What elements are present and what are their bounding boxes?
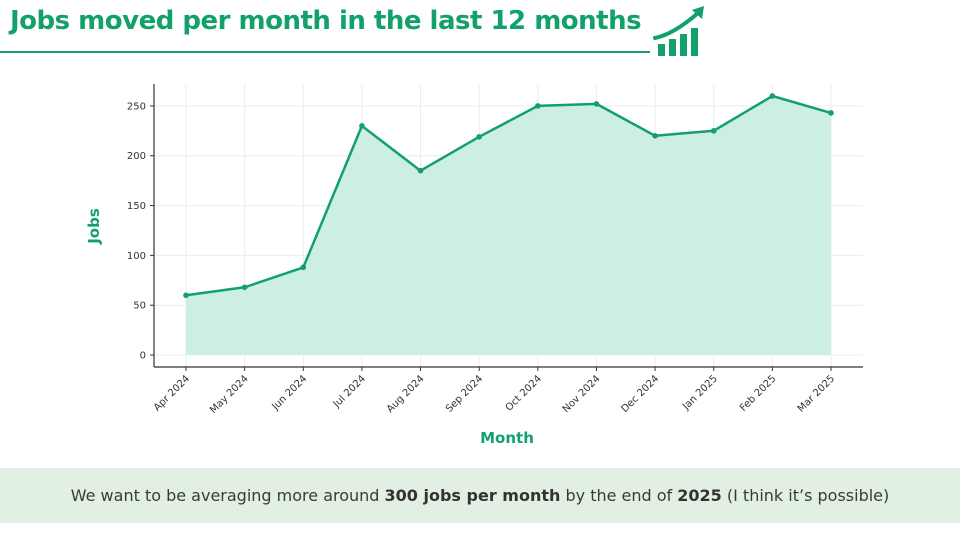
y-tick-label: 100 [127, 251, 146, 262]
data-point [476, 134, 482, 140]
title-underline [0, 51, 650, 53]
data-point [183, 292, 189, 299]
x-tick-label: Jan 2025 [680, 373, 720, 413]
x-tick-labels: Apr 2024 May 2024 Jun 2024 Jul 2024 Aug 2024… [152, 367, 837, 416]
x-tick-label: Feb 2025 [738, 373, 779, 414]
data-point [300, 264, 307, 271]
data-point [828, 110, 834, 116]
x-tick-label: Jun 2024 [270, 373, 310, 413]
jobs-chart: 0 50 100 150 200 250 Apr 2024 May 2024 Jun 2024… [85, 84, 863, 447]
data-point [652, 133, 658, 139]
series-line [185, 94, 832, 297]
data-points [183, 93, 834, 299]
footer-text-prefix: We want to be averaging more around [70, 486, 385, 505]
x-tick-label: Oct 2024 [504, 373, 544, 413]
data-point [593, 101, 600, 107]
x-tick-label: Mar 2025 [796, 373, 837, 414]
data-point [535, 103, 541, 109]
y-tick-label: 50 [133, 301, 146, 312]
y-tick-label: 200 [127, 151, 146, 162]
y-tick-label: 150 [127, 201, 146, 212]
data-point [769, 93, 776, 99]
x-tick-label: Nov 2024 [561, 373, 603, 415]
footer-bold-year: 2025 [677, 486, 722, 505]
x-tick-label: Jul 2024 [331, 373, 368, 410]
x-tick-label: Dec 2024 [620, 373, 662, 415]
x-tick-label: May 2024 [208, 373, 251, 416]
data-point [710, 128, 717, 134]
y-tick-label: 250 [127, 101, 146, 112]
x-axis-title: Month [480, 429, 534, 447]
footer-note: We want to be averaging more around 300 … [0, 468, 960, 523]
y-tick-labels: 0 50 100 150 200 250 [127, 101, 154, 362]
footer-text-suffix: (I think it’s possible) [721, 486, 890, 505]
x-tick-label: Apr 2024 [152, 373, 192, 413]
data-point [417, 167, 424, 174]
chart-axes [153, 84, 863, 368]
footer-bold-target: 300 jobs per month [384, 486, 561, 505]
y-axis-title: Jobs [85, 208, 103, 245]
x-tick-label: Sep 2024 [444, 373, 485, 414]
bar-chart-growth-arrow-icon [653, 6, 704, 56]
y-tick-label: 0 [140, 351, 146, 362]
area-fill [186, 96, 831, 355]
x-tick-label: Aug 2024 [385, 373, 427, 415]
page-title: Jobs moved per month in the last 12 mont… [10, 6, 642, 36]
data-point [241, 284, 248, 291]
footer-text-middle: by the end of [560, 486, 678, 505]
data-point [359, 123, 365, 129]
